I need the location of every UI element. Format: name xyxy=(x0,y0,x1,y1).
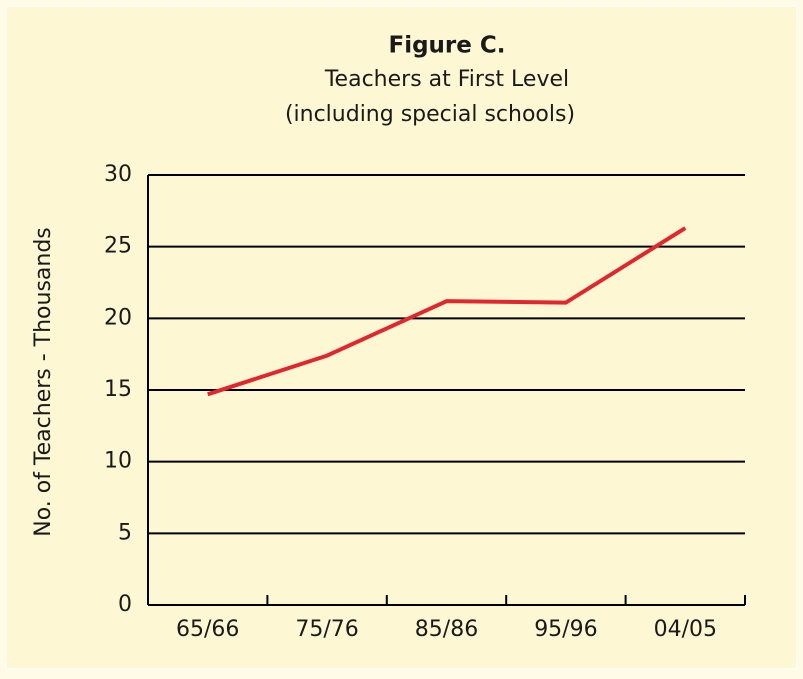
y-tick-label: 10 xyxy=(104,449,132,474)
y-tick-label: 30 xyxy=(104,162,132,187)
y-axis-label: No. of Teachers - Thousands xyxy=(31,227,56,537)
y-tick-label: 25 xyxy=(104,234,132,259)
x-tick-label: 75/76 xyxy=(295,617,358,642)
x-tick-label: 04/05 xyxy=(654,617,717,642)
y-tick-label: 15 xyxy=(104,377,132,402)
data-line xyxy=(207,226,687,397)
y-tick-label: 0 xyxy=(118,592,132,617)
chart-background xyxy=(5,5,798,670)
y-tick-label: 5 xyxy=(118,520,132,545)
x-tick-label: 85/86 xyxy=(415,617,478,642)
x-tick-label: 65/66 xyxy=(176,617,239,642)
chart-subtitle: (including special schools) xyxy=(285,102,575,127)
x-tick-label: 95/96 xyxy=(534,617,597,642)
chart-title: Figure C. xyxy=(389,33,506,59)
y-tick-label: 20 xyxy=(104,305,132,330)
chart-subtitle: Teachers at First Level xyxy=(324,67,569,92)
